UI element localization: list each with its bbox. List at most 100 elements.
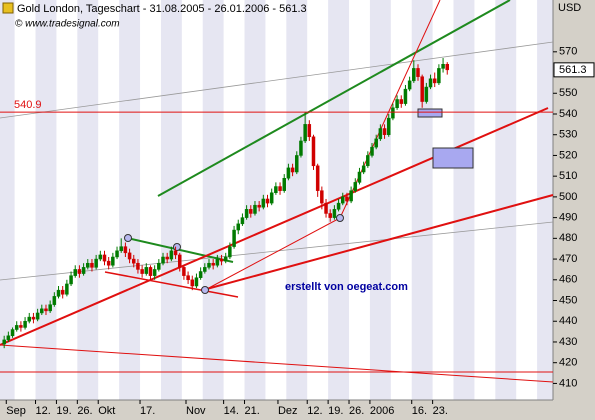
candle-body <box>311 136 316 167</box>
trendline <box>126 237 234 263</box>
y-tick-label: 520 <box>559 149 577 161</box>
candle-body <box>420 76 424 102</box>
y-tick-label: 490 <box>559 212 577 224</box>
level-label: 540.9 <box>14 99 42 111</box>
x-tick-label: Dez <box>278 405 298 417</box>
candle-body <box>290 167 295 173</box>
candle-body <box>361 165 366 173</box>
candle-body <box>65 283 69 295</box>
candle-body <box>140 269 144 274</box>
annotation: erstellt von oegeat.com <box>285 281 408 293</box>
candle-body <box>282 177 286 191</box>
week-band <box>369 0 391 400</box>
candle-body <box>320 190 324 204</box>
week-band <box>119 0 141 400</box>
candle-body <box>190 279 195 287</box>
x-tick-label: 12. <box>307 405 322 417</box>
candle-body <box>27 316 32 322</box>
candle-body <box>111 256 115 266</box>
candle-body <box>370 146 374 156</box>
marker-box <box>417 108 443 118</box>
candle-body <box>391 107 395 119</box>
candle-body <box>161 256 165 264</box>
candle-body <box>211 262 215 266</box>
candle-body <box>412 68 416 82</box>
anchor-point <box>173 243 181 251</box>
candle-body <box>123 246 128 254</box>
candle-body <box>315 165 320 191</box>
candle-body <box>169 250 174 260</box>
y-tick-label: 540 <box>559 108 577 120</box>
candle-body <box>81 267 86 274</box>
candle-body <box>94 258 98 268</box>
candle-body <box>253 204 257 214</box>
candle-body <box>249 209 253 214</box>
y-tick-label: 530 <box>559 129 577 141</box>
chart-title: Gold London, Tageschart - 31.08.2005 - 2… <box>17 3 307 15</box>
trendline <box>104 271 239 298</box>
candle-body <box>378 128 383 140</box>
week-band <box>495 0 517 400</box>
candle-body <box>194 277 199 287</box>
candle-body <box>215 258 220 266</box>
candle-body <box>328 213 332 218</box>
candle-body <box>119 246 123 252</box>
week-band <box>0 0 15 400</box>
candle-body <box>295 155 299 173</box>
y-tick-label: 510 <box>559 170 577 182</box>
x-tick-label: 26. <box>349 405 364 417</box>
week-band <box>202 0 224 400</box>
candle-body <box>6 335 11 341</box>
candle-body <box>31 316 36 320</box>
candle-body <box>48 304 52 312</box>
candle-body <box>261 198 266 208</box>
y-tick-label: 420 <box>559 357 577 369</box>
x-tick-label: 19. <box>328 405 343 417</box>
candle-body <box>299 140 303 156</box>
candle-body <box>223 256 228 262</box>
x-tick-label: Okt <box>98 405 115 417</box>
candle-body <box>324 202 328 214</box>
title-icon <box>2 2 14 14</box>
candle-body <box>23 320 27 328</box>
y-tick-label: 410 <box>559 377 577 389</box>
y-tick-label: 480 <box>559 232 577 244</box>
candle-body <box>240 217 245 225</box>
candle-body <box>102 254 107 262</box>
x-tick-label: 2006 <box>370 405 394 417</box>
x-tick-label: Sep <box>6 405 26 417</box>
y-tick-label: 450 <box>559 294 577 306</box>
candle-body <box>386 117 391 135</box>
candle-body <box>182 267 186 276</box>
watermark: © www.tradesignal.com <box>15 19 120 30</box>
candle-body <box>127 252 132 260</box>
y-tick-label: 470 <box>559 253 577 265</box>
x-tick-label: 12. <box>36 405 51 417</box>
week-band <box>244 0 266 400</box>
trendlines <box>0 0 554 383</box>
candle-body <box>10 329 15 337</box>
y-tick-label: 500 <box>559 191 577 203</box>
candle-body <box>19 325 23 328</box>
candle-body <box>332 209 337 218</box>
candle-body <box>374 138 378 148</box>
last-price-box <box>553 62 595 78</box>
candle-body <box>395 99 399 109</box>
candle-body <box>257 204 261 208</box>
candle-body <box>341 196 345 204</box>
candle-body <box>219 258 224 262</box>
week-band <box>160 0 182 400</box>
candle-body <box>403 88 408 104</box>
week-band <box>35 0 57 400</box>
x-tick-label: 23. <box>433 405 448 417</box>
candle-body <box>186 275 190 281</box>
candle-body <box>40 308 44 314</box>
candle-body <box>177 254 182 268</box>
last-price-label: 561.3 <box>559 64 587 76</box>
candle-body <box>357 171 362 183</box>
candle-body <box>165 256 169 260</box>
candle-body <box>265 198 270 204</box>
y-tick-label: 440 <box>559 315 577 327</box>
candle-body <box>14 325 19 330</box>
candle-body <box>144 267 149 274</box>
